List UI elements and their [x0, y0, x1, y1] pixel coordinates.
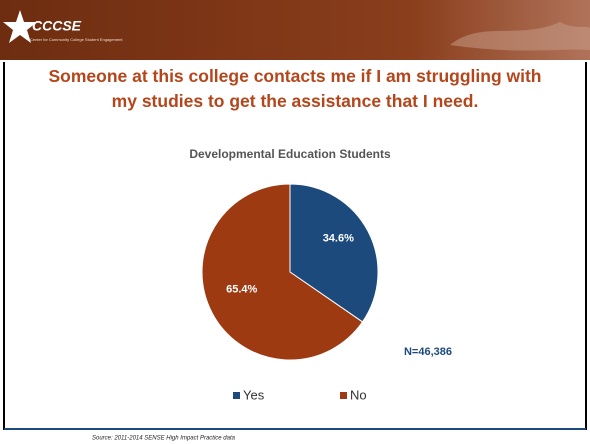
pie-slice [201, 183, 364, 361]
header-decoration [450, 22, 590, 51]
data-label: 65.4% [226, 283, 257, 295]
legend-swatch [233, 392, 240, 399]
legend-label: No [350, 387, 367, 402]
data-label: 34.6% [323, 233, 354, 245]
logo-star [3, 10, 37, 43]
chart-subtitle: Developmental Education Students [189, 147, 391, 161]
header-bar [0, 0, 590, 60]
source-note: Source: 2011-2014 SENSE High Impact Prac… [92, 436, 236, 442]
header-rule [0, 60, 590, 62]
logo-text: CCCSE [32, 18, 82, 34]
sample-size: N=46,386 [404, 346, 452, 358]
legend-swatch [340, 392, 347, 399]
chart-title: Someone at this college contacts me if I… [48, 66, 542, 111]
pie-slice [289, 183, 379, 323]
legend-label: Yes [243, 387, 265, 402]
logo-subtext: Center for Community College Student Eng… [30, 37, 123, 42]
